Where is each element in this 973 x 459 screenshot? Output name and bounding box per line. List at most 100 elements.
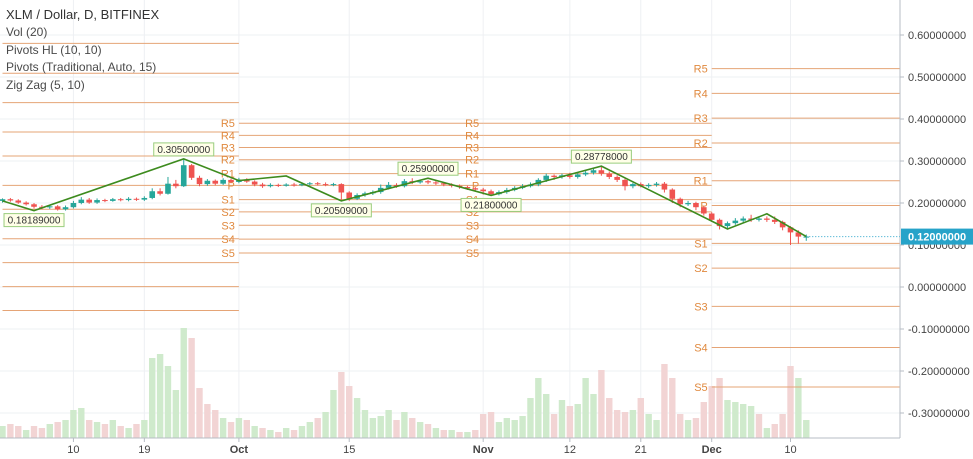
- volume-bar: [432, 428, 440, 438]
- pivot-label: S4: [221, 234, 234, 246]
- candle-body: [330, 184, 337, 186]
- volume-bar: [235, 418, 243, 438]
- candle-body: [62, 207, 69, 210]
- volume-bar: [243, 420, 250, 438]
- volume-bar: [78, 408, 85, 438]
- pivot-label: R3: [694, 113, 708, 125]
- volume-bar: [353, 398, 361, 438]
- candle-body: [598, 170, 605, 174]
- candle-body: [488, 191, 494, 195]
- pivot-label: S3: [466, 220, 479, 232]
- candle-body: [472, 188, 479, 190]
- candle-body: [417, 181, 423, 183]
- volume-bar: [204, 404, 211, 438]
- pivot-label: R4: [465, 130, 479, 142]
- candle-body: [307, 183, 313, 185]
- price-axis[interactable]: 0.60000000 0.50000000 0.40000000 0.30000000…: [806, 0, 973, 459]
- indicator-zigzag[interactable]: Zig Zag (5, 10): [6, 77, 85, 92]
- price-tick-label: 0.60000000: [908, 30, 966, 42]
- pivot-label: R3: [465, 143, 479, 155]
- volume-bar: [346, 386, 353, 438]
- candle-body: [708, 213, 715, 220]
- price-tick-label: -0.20000000: [908, 366, 970, 378]
- price-tick-label: 0.00000000: [908, 282, 966, 294]
- volume-bar: [598, 370, 605, 438]
- volume-bar: [661, 364, 668, 438]
- volume-bar: [747, 406, 755, 438]
- volume-bar: [740, 404, 747, 438]
- candle-body: [669, 189, 676, 199]
- candle-body: [677, 198, 683, 205]
- candle-body: [133, 198, 140, 200]
- volume-bar: [495, 422, 503, 438]
- volume-bar: [259, 428, 266, 438]
- time-tick-label: 10: [784, 444, 796, 456]
- zigzag-label-box: [570, 149, 632, 164]
- candle-body: [7, 199, 14, 201]
- candle-body: [102, 200, 108, 202]
- candle-body: [54, 206, 61, 210]
- volume-bar: [669, 378, 676, 438]
- candle-body: [228, 179, 234, 182]
- volume-bar: [700, 402, 708, 438]
- volume-bar: [7, 424, 14, 438]
- zigzag-label: 0.20509000: [315, 206, 368, 217]
- symbol-title[interactable]: XLM / Dollar, D, BITFINEX: [6, 7, 160, 22]
- volume-bar: [582, 378, 589, 438]
- pivot-label: R1: [694, 176, 708, 188]
- candle-body: [94, 200, 100, 203]
- volume-bar: [527, 398, 534, 438]
- volume-bar: [361, 410, 369, 438]
- time-tick-label: 10: [67, 444, 79, 456]
- indicator-pivots-traditional[interactable]: Pivots (Traditional, Auto, 15): [6, 60, 157, 74]
- candle-body: [322, 184, 329, 186]
- volume-bar: [172, 390, 180, 438]
- pivot-label: S2: [694, 263, 707, 275]
- candle-body: [180, 165, 187, 187]
- volume-bar: [472, 430, 479, 438]
- pivot-label: R3: [221, 143, 235, 155]
- volume-bar: [330, 390, 337, 438]
- pivot-label: S3: [694, 301, 707, 313]
- volume-bar: [566, 406, 574, 438]
- candle-body: [117, 199, 124, 201]
- candle-body: [653, 183, 660, 185]
- candle-body: [685, 203, 691, 205]
- time-axis[interactable]: 10 19 Oct 15 Nov 12 21 Dec 10: [0, 437, 900, 459]
- volume-bar: [684, 420, 692, 438]
- candle-body: [291, 184, 297, 186]
- volume-bar: [93, 422, 101, 438]
- candle-body: [212, 180, 219, 184]
- volume-bar: [692, 418, 700, 438]
- candle-body: [78, 199, 85, 203]
- volume-bar: [133, 424, 140, 438]
- volume-bar: [724, 400, 731, 438]
- volume-bar: [535, 378, 542, 438]
- candle-body: [551, 175, 557, 177]
- volume-bar: [196, 388, 203, 438]
- volume-bar: [732, 402, 739, 438]
- pivot-label: R5: [221, 118, 235, 130]
- indicator-volume[interactable]: Vol (20): [6, 25, 48, 39]
- candle-body: [338, 184, 345, 193]
- time-tick-label: 19: [138, 444, 150, 456]
- volume-bar: [377, 416, 384, 438]
- volume-bar: [440, 430, 447, 438]
- chart-legend: XLM / Dollar, D, BITFINEX Vol (20) Pivot…: [6, 7, 159, 94]
- candle-body: [732, 220, 739, 224]
- volume-bar: [416, 422, 424, 438]
- volume-bar: [503, 418, 511, 438]
- candle-body: [393, 184, 400, 187]
- candle-body: [196, 177, 203, 185]
- indicator-pivots-hl[interactable]: Pivots HL (10, 10): [6, 42, 102, 57]
- candle-body: [299, 184, 305, 186]
- volume-bar: [574, 404, 581, 438]
- candle-body: [787, 227, 794, 233]
- candle-body: [165, 183, 171, 194]
- candle-body: [173, 183, 179, 187]
- volume-bar: [15, 426, 22, 438]
- zigzag-label-box: [460, 197, 522, 212]
- volume-bar: [424, 424, 432, 438]
- volume-bar: [645, 414, 652, 438]
